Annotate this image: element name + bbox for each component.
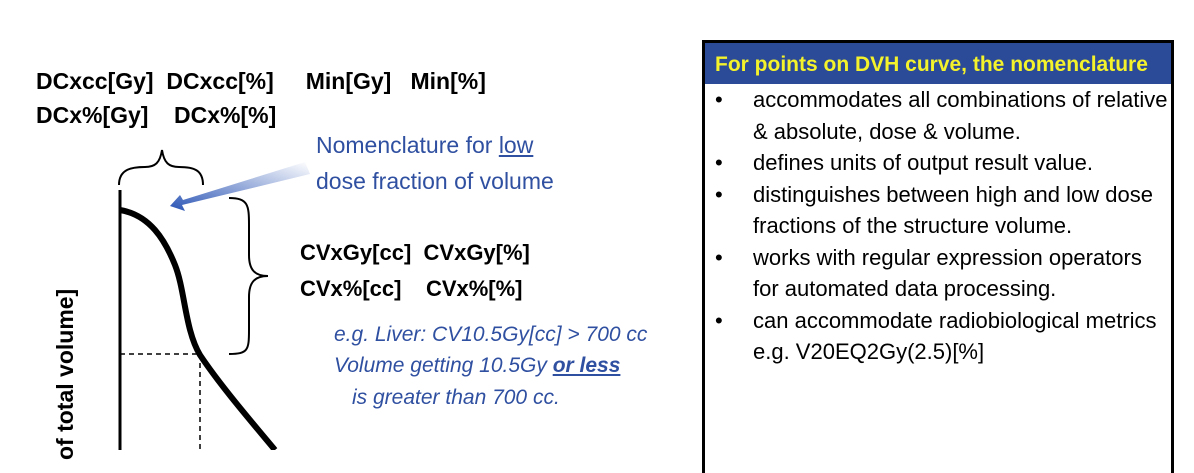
note-underlined: low [498,132,534,158]
bullet-item: defines units of output result value. [705,147,1171,179]
cv-row-2: CVx%[cc] CVx%[%] [300,276,523,302]
label-cvxpct-pct: CVx%[%] [425,276,523,301]
dc-row-1: DCxcc[Gy] DCxcc[%] Min[Gy] Min[%] [36,68,486,95]
label-dcxcc-gy: DCxcc[Gy] [36,68,154,94]
low-dose-note: Nomenclature for low [316,132,533,159]
label-dcxcc-pct: DCxcc[%] [166,68,274,94]
box-title: For points on DVH curve, the nomenclatur… [705,43,1171,84]
dvh-curve [119,207,278,450]
example-emphasis: or less [552,354,621,377]
dc-row-2: DCx%[Gy] DCx%[%] [36,102,276,129]
y-axis-label: of total volume] [52,288,78,460]
example-text: Volume getting 10.5Gy [334,354,553,377]
cv-row-1: CVxGy[cc] CVxGy[%] [300,240,530,266]
bullet-item: distinguishes between high and low dose … [705,179,1171,242]
example-line-3: is greater than 700 cc. [352,386,560,409]
bullet-item: accommodates all combinations of relativ… [705,84,1171,147]
label-min-gy: Min[Gy] [305,68,392,94]
example-line-1: e.g. Liver: CV10.5Gy[cc] > 700 cc [334,323,648,346]
label-dcxpct-pct: DCx%[%] [174,102,277,128]
note-text: Nomenclature for [316,132,499,158]
label-cvxgy-cc: CVxGy[cc] [300,240,412,265]
bullet-item: can accommodate radiobiological metrics … [705,305,1171,368]
arrow-icon [170,162,310,211]
top-brace [118,149,204,186]
example-line-2: Volume getting 10.5Gy or less [334,354,620,378]
label-cvxgy-pct: CVxGy[%] [423,240,530,265]
bullet-item: works with regular expression operators … [705,242,1171,305]
label-dcxpct-gy: DCx%[Gy] [36,102,149,128]
low-dose-note-line2: dose fraction of volume [316,168,554,194]
dvh-diagram [118,149,310,450]
label-cvxpct-cc: CVx%[cc] [300,276,402,301]
nomenclature-box: For points on DVH curve, the nomenclatur… [702,40,1174,473]
label-min-pct: Min[%] [410,68,486,94]
bullet-list: accommodates all combinations of relativ… [705,84,1171,368]
right-brace [228,197,269,355]
